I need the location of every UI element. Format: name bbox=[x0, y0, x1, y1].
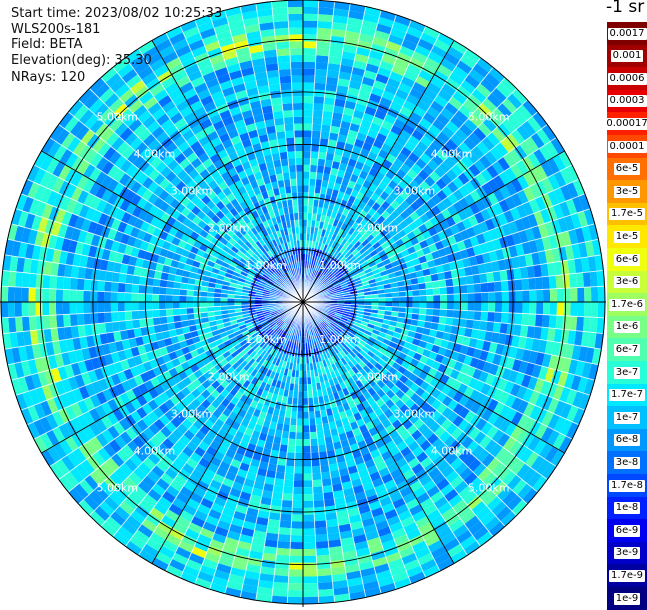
field-text: Field: BETA bbox=[11, 37, 83, 52]
colorbar-level-label: 1.7e-6 bbox=[608, 298, 646, 311]
colorbar-level-label: 3e-7 bbox=[613, 366, 641, 379]
range-ring-labels: 1.00km 1.00km 1.00km 1.00km 2.00km 2.00km 2.00… bbox=[97, 110, 510, 494]
azimuth-spoke bbox=[151, 40, 304, 303]
colorbar-level-label: 0.0003 bbox=[607, 95, 647, 108]
range-ring-label: 5.00km bbox=[468, 110, 510, 123]
azimuth-spoke bbox=[302, 150, 565, 303]
range-ring-label: 2.00km bbox=[208, 222, 250, 235]
elevation-text: Elevation(deg): 35.30 bbox=[11, 53, 152, 68]
colorbar-level: 1e-9 bbox=[607, 587, 647, 610]
colorbar-level-label: 0.00017 bbox=[604, 117, 647, 130]
start-time-text: Start time: 2023/08/02 10:25:33 bbox=[11, 6, 223, 21]
colorbar-unit-label: -1 sr bbox=[606, 0, 645, 17]
colorbar-level-label: 6e-9 bbox=[613, 524, 641, 537]
range-ring-label: 2.00km bbox=[208, 370, 250, 383]
azimuth-spoke bbox=[302, 301, 455, 564]
colorbar-level-label: 1e-7 bbox=[613, 411, 641, 424]
range-ring-label: 2.00km bbox=[357, 370, 399, 383]
colorbar-level-label: 3e-6 bbox=[613, 276, 641, 289]
colorbar-level: 1.7e-9 bbox=[607, 564, 647, 588]
colorbar-level-label: 6e-8 bbox=[613, 434, 641, 447]
azimuth-spoke bbox=[41, 150, 304, 303]
colorbar-level: 3e-7 bbox=[607, 361, 647, 385]
colorbar-level: 1e-7 bbox=[607, 406, 647, 430]
colorbar-level-label: 1e-9 bbox=[613, 592, 641, 605]
colorbar-level-label: 1.7e-8 bbox=[608, 479, 646, 492]
colorbar-level: 3e-5 bbox=[607, 180, 647, 204]
range-ring-label: 1.00km bbox=[245, 259, 287, 272]
colorbar-level-label: 3e-8 bbox=[613, 456, 641, 469]
colorbar-level: 0.0001 bbox=[607, 135, 647, 159]
range-ring-label: 4.00km bbox=[431, 147, 473, 160]
colorbar-level-label: 0.0006 bbox=[607, 72, 647, 85]
colorbar-level: 6e-9 bbox=[607, 519, 647, 543]
range-ring-label: 1.00km bbox=[319, 333, 361, 346]
range-ring-label: 3.00km bbox=[171, 407, 213, 420]
range-ring-label: 1.00km bbox=[245, 333, 287, 346]
colorbar-level: 0.00017 bbox=[604, 112, 647, 136]
azimuth-spoke bbox=[41, 301, 304, 454]
colorbar-level: 6e-8 bbox=[607, 428, 647, 452]
colorbar-level: 6e-5 bbox=[607, 157, 647, 181]
colorbar-level-label: 0.001 bbox=[610, 50, 644, 63]
range-ring-label: 3.00km bbox=[394, 407, 436, 420]
colorbar-level: 6e-7 bbox=[607, 338, 647, 362]
colorbar-level-label: 1.7e-9 bbox=[608, 569, 646, 582]
range-ring-label: 3.00km bbox=[171, 185, 213, 198]
colorbar-level: 1e-5 bbox=[607, 225, 647, 249]
colorbar-level-label: 3e-5 bbox=[613, 185, 641, 198]
colorbar-level: 1e-8 bbox=[607, 496, 647, 520]
colorbar-level: 3e-6 bbox=[607, 270, 647, 294]
colorbar-level: 1e-6 bbox=[607, 315, 647, 339]
range-ring-label: 3.00km bbox=[394, 185, 436, 198]
colorbar-level-label: 6e-6 bbox=[613, 253, 641, 266]
azimuth-spokes bbox=[0, 0, 606, 607]
ray-separator-lines bbox=[1, 0, 605, 604]
range-ring-label: 4.00km bbox=[134, 147, 176, 160]
colorbar-level: 0.0006 bbox=[607, 67, 647, 91]
colorbar-level: 1.7e-8 bbox=[607, 474, 647, 498]
range-ring-label: 5.00km bbox=[468, 482, 510, 495]
range-ring-label: 5.00km bbox=[97, 482, 139, 495]
range-ring-label: 5.00km bbox=[97, 110, 139, 123]
range-ring-label: 1.00km bbox=[319, 259, 361, 272]
colorbar-level: 1.7e-7 bbox=[607, 383, 647, 407]
colorbar-level: 3e-8 bbox=[607, 451, 647, 475]
range-ring-label: 4.00km bbox=[431, 445, 473, 458]
nrays-text: NRays: 120 bbox=[11, 70, 86, 85]
colorbar-level: 6e-6 bbox=[607, 248, 647, 272]
colorbar-level-label: 0.0017 bbox=[607, 27, 647, 40]
colorbar-level-label: 3e-9 bbox=[613, 547, 641, 560]
colorbar-level-label: 0.0001 bbox=[607, 140, 647, 153]
colorbar-level-label: 6e-5 bbox=[613, 163, 641, 176]
instrument-text: WLS200s-181 bbox=[11, 22, 101, 37]
azimuth-spoke bbox=[302, 40, 455, 303]
colorbar-level: 0.001 bbox=[607, 44, 647, 68]
azimuth-spoke bbox=[302, 301, 565, 454]
colorbar-level-label: 1e-5 bbox=[613, 230, 641, 243]
colorbar-level-label: 1.7e-5 bbox=[608, 208, 646, 221]
colorbar-level: 1.7e-6 bbox=[607, 293, 647, 317]
colorbar-level: 1.7e-5 bbox=[607, 202, 647, 226]
colorbar-level: 0.0003 bbox=[607, 89, 647, 113]
colorbar-level-label: 1.7e-7 bbox=[608, 389, 646, 402]
range-ring-label: 4.00km bbox=[134, 445, 176, 458]
azimuth-spoke bbox=[151, 301, 304, 564]
range-ring-label: 2.00km bbox=[357, 222, 399, 235]
colorbar-level-label: 1e-8 bbox=[613, 502, 641, 515]
colorbar-level: 3e-9 bbox=[607, 541, 647, 565]
colorbar-level: 0.0017 bbox=[607, 22, 647, 46]
colorbar-level-label: 6e-7 bbox=[613, 343, 641, 356]
colorbar-level-label: 1e-6 bbox=[613, 321, 641, 334]
